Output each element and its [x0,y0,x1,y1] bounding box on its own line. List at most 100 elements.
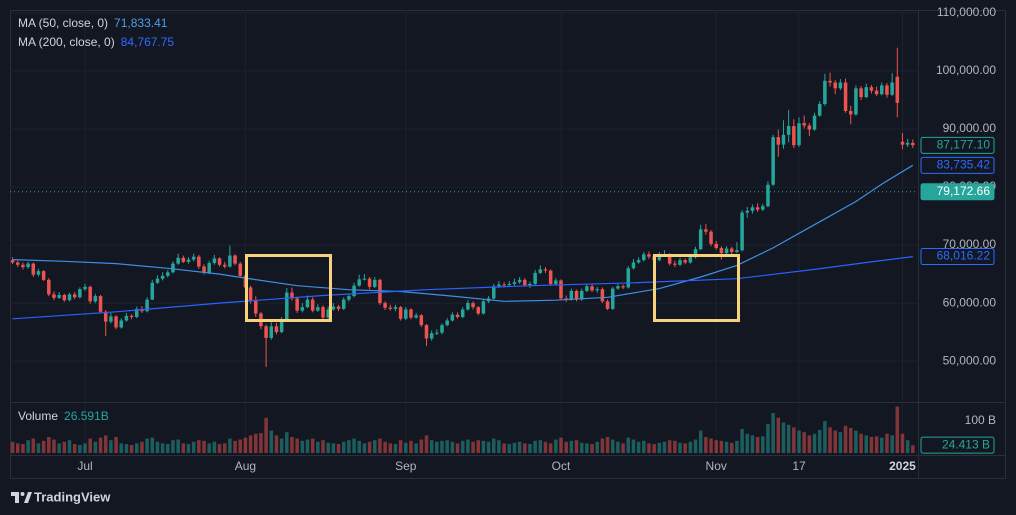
candle-body [574,290,579,300]
candle-body [792,126,796,146]
volume-bar [807,435,812,453]
candle-body [450,314,455,321]
candle-body [771,137,775,185]
candle-body [600,289,605,302]
candle-body [838,82,843,89]
volume-bar [843,425,848,453]
volume-bar [869,436,874,453]
candle-body [605,301,610,309]
price-label-box [920,183,995,201]
volume-bar [228,438,232,453]
candle-body [36,271,41,275]
candle-body [103,311,108,322]
candle-body [372,279,377,287]
candle-body [160,275,165,279]
volume-bar [21,444,25,453]
candle-body [678,260,682,265]
logo-part [15,492,19,503]
candle-body [47,279,51,295]
volume-bar [279,438,284,453]
volume-legend-value: 26.591B [64,409,109,423]
candle-body [310,299,315,311]
volume-bar [874,436,879,453]
candle-body [543,269,548,271]
candle-body [890,82,894,95]
volume-bar [631,439,636,453]
candle-body [528,283,532,286]
volume-bar [114,436,118,453]
volume-bar [269,430,274,453]
volume-bar [450,441,455,453]
volume-bar [290,436,294,453]
candle-body [471,303,475,308]
candle-body [367,278,372,287]
candle-body [21,264,25,268]
volume-bar [419,439,424,453]
volume-bar [321,440,325,453]
candle-body [429,333,434,339]
candle-body [750,207,755,211]
candle-body [248,287,253,301]
volume-bar [316,441,320,453]
candle-body [683,260,687,263]
candle-body [621,286,625,288]
candle-body [647,254,651,257]
volume-bar [466,439,470,453]
candle-body [579,290,584,300]
volume-bar [166,444,170,453]
candle-body [590,286,594,291]
volume-bar [823,420,827,453]
volume-bar [642,440,646,453]
volume-bar [388,443,393,453]
volume-bar [36,443,41,453]
volume-bar [285,432,289,453]
candle-body [31,263,36,275]
volume-bar [93,441,98,453]
volume-bar [88,438,92,453]
volume-bar [119,443,123,453]
volume-bar [911,445,915,453]
candle-body [673,263,677,265]
volume-bar [781,422,786,453]
volume-bar [755,436,760,453]
volume-bar [383,441,387,453]
volume-bar [424,435,429,453]
candle-body [802,123,806,126]
candle-body [41,271,46,280]
candle-body [900,141,905,145]
candle-body [398,307,403,319]
volume-bar [16,443,20,453]
volume-bar [372,440,377,453]
x-tick-label: 17 [792,459,806,473]
volume-bar [817,429,822,453]
ma-line [12,164,914,302]
volume-bar [176,439,180,453]
highlight-box [245,254,332,322]
candle-body [848,110,853,115]
candle-body [134,308,139,318]
volume-bar [786,424,791,453]
volume-bar [336,444,341,453]
candle-body [859,88,863,98]
brand-name: TradingView [34,489,111,504]
volume-bar [761,436,765,453]
candle-body [595,289,599,291]
candle-body [393,307,398,309]
candle-body [67,294,72,301]
price-label: 79,172.66 [937,184,991,198]
volume-bar [890,435,894,453]
price-label: 68,016.22 [937,249,991,263]
candle-body [321,307,325,318]
candle-body [341,299,346,309]
candle-body [554,280,558,284]
volume-bar [310,438,315,453]
volume-bar [202,440,206,453]
candle-body [709,231,713,244]
volume-bar [740,428,744,453]
candle-body [911,142,915,146]
candle-body [326,309,330,318]
legend-value: 84,767.75 [121,35,175,49]
candle-body [667,254,672,264]
volume-bar [362,443,367,453]
